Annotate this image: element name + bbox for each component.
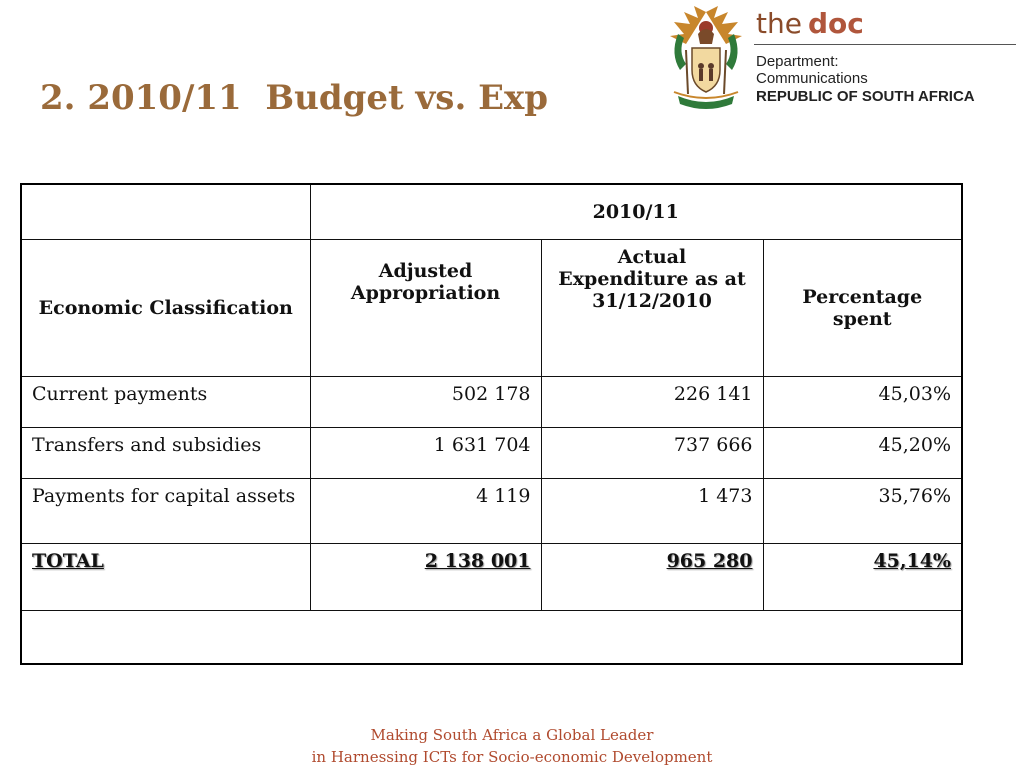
footer-line-1: Making South Africa a Global Leader xyxy=(370,726,654,744)
actual-value: 737 666 xyxy=(540,427,764,479)
percentage-value: 45,20% xyxy=(762,427,963,479)
percentage-value: 35,76% xyxy=(762,478,963,544)
total-percentage-value: 45,14% xyxy=(762,543,963,611)
row-label: Current payments xyxy=(20,376,311,428)
dept-line-republic: REPUBLIC OF SOUTH AFRICA xyxy=(756,88,975,105)
empty-header-cell xyxy=(20,183,311,240)
slide-title: 2. 2010/11 Budget vs. Exp xyxy=(40,78,549,118)
adjusted-value: 4 119 xyxy=(309,478,542,544)
dept-line-department: Department: xyxy=(756,53,839,70)
brand-the-text: the xyxy=(756,7,802,40)
col-header-actual: Actual Expenditure as at 31/12/2010 xyxy=(540,239,764,377)
total-adjusted-value: 2 138 001 xyxy=(309,543,542,611)
actual-value: 1 473 xyxy=(540,478,764,544)
col-header-adjusted: Adjusted Appropriation xyxy=(309,239,542,377)
dept-line-communications: Communications xyxy=(756,70,868,87)
footer-line-2: in Harnessing ICTs for Socio-economic De… xyxy=(311,748,713,766)
adjusted-value: 1 631 704 xyxy=(309,427,542,479)
budget-table: 2010/11 Economic Classification Adjusted… xyxy=(20,183,963,665)
brand-name: the doc xyxy=(756,7,864,40)
empty-cell xyxy=(20,610,963,665)
coat-of-arms-icon xyxy=(670,6,742,109)
table-row: Transfers and subsidies 1 631 704 737 66… xyxy=(20,427,963,479)
slide-footer: Making South Africa a Global Leader in H… xyxy=(0,724,1024,768)
col-header-classification: Economic Classification xyxy=(20,239,311,377)
brand-divider xyxy=(754,44,1016,45)
adjusted-value: 502 178 xyxy=(309,376,542,428)
year-header-row: 2010/11 xyxy=(20,183,963,240)
row-label: Payments for capital assets xyxy=(20,478,311,544)
total-actual-value: 965 280 xyxy=(540,543,764,611)
empty-footer-row xyxy=(20,610,963,665)
row-label: Transfers and subsidies xyxy=(20,427,311,479)
total-row: TOTAL 2 138 001 965 280 45,14% xyxy=(20,543,963,611)
year-header: 2010/11 xyxy=(309,183,963,240)
percentage-value: 45,03% xyxy=(762,376,963,428)
table-row: Payments for capital assets 4 119 1 473 … xyxy=(20,478,963,544)
department-logo: the doc Department: Communications REPUBL… xyxy=(664,4,1020,114)
brand-doc-text: doc xyxy=(807,7,864,40)
col-header-percentage: Percentage spent xyxy=(762,239,963,377)
column-header-row: Economic Classification Adjusted Appropr… xyxy=(20,239,963,377)
total-label: TOTAL xyxy=(20,543,311,611)
table-row: Current payments 502 178 226 141 45,03% xyxy=(20,376,963,428)
actual-value: 226 141 xyxy=(540,376,764,428)
